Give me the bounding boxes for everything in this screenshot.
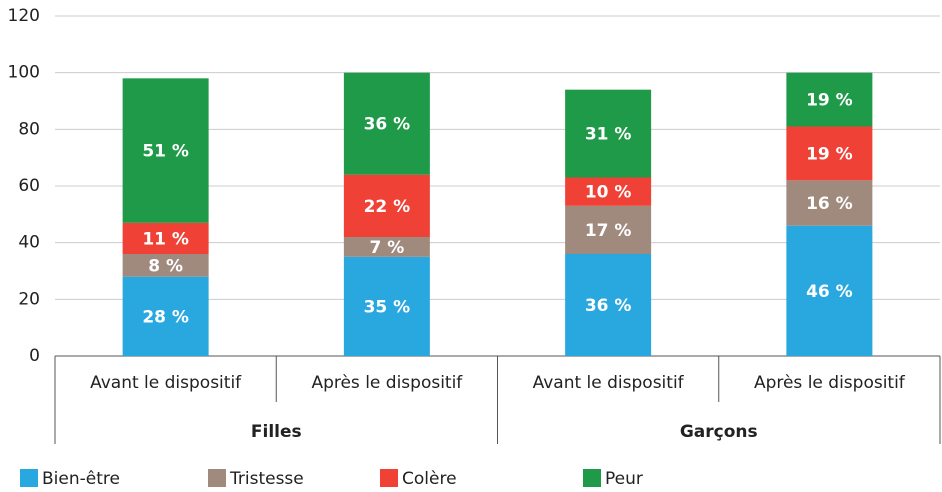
value-label: 16 % <box>806 194 853 214</box>
value-label: 36 % <box>585 296 632 316</box>
legend-swatch <box>583 469 601 487</box>
y-tick-label: 60 <box>18 176 40 196</box>
y-tick-label: 100 <box>8 63 40 83</box>
value-label: 17 % <box>585 221 632 241</box>
group-label: Filles <box>251 422 302 442</box>
bar-segment <box>565 177 652 206</box>
legend-swatch <box>208 469 226 487</box>
legend-label: Bien-être <box>42 469 120 489</box>
legend-label: Colère <box>402 469 457 489</box>
bar-segment <box>343 174 430 237</box>
x-tick-label: Avant le dispositif <box>90 373 242 393</box>
bar-segment <box>343 237 430 257</box>
value-label: 19 % <box>806 91 853 111</box>
y-tick-label: 20 <box>18 289 40 309</box>
x-tick-label: Après le dispositif <box>311 373 463 393</box>
x-tick-label: Après le dispositif <box>754 373 906 393</box>
x-tick-label: Avant le dispositif <box>533 373 685 393</box>
value-label: 8 % <box>148 256 183 276</box>
value-label: 35 % <box>364 297 411 317</box>
value-label: 36 % <box>364 115 411 135</box>
value-label: 10 % <box>585 183 632 203</box>
value-label: 7 % <box>369 238 404 258</box>
group-label: Garçons <box>680 422 758 442</box>
value-label: 19 % <box>806 144 853 164</box>
bar-segment <box>786 126 873 181</box>
legend-label: Peur <box>605 469 643 489</box>
bar-segment <box>786 225 873 356</box>
y-tick-label: 80 <box>18 119 40 139</box>
bar-segment <box>786 180 873 226</box>
bar-segment <box>122 254 209 277</box>
value-label: 28 % <box>142 307 189 327</box>
legend-label: Tristesse <box>229 469 304 489</box>
bar-segment <box>786 72 873 127</box>
y-tick-label: 0 <box>29 346 40 366</box>
bar-segment <box>122 222 209 254</box>
bar-segment <box>343 256 430 356</box>
value-label: 11 % <box>142 229 189 249</box>
bar-segment <box>565 254 652 356</box>
bar-segment <box>565 89 652 178</box>
legend-swatch <box>20 469 38 487</box>
value-label: 46 % <box>806 282 853 302</box>
bar-segment <box>565 205 652 254</box>
y-tick-label: 120 <box>8 6 40 26</box>
bar-segment <box>122 276 209 356</box>
value-label: 51 % <box>142 142 189 162</box>
bar-segment <box>343 72 430 175</box>
legend-swatch <box>380 469 398 487</box>
y-tick-label: 40 <box>18 233 40 253</box>
value-label: 22 % <box>364 197 411 217</box>
value-label: 31 % <box>585 125 632 145</box>
bar-segment <box>122 78 209 223</box>
